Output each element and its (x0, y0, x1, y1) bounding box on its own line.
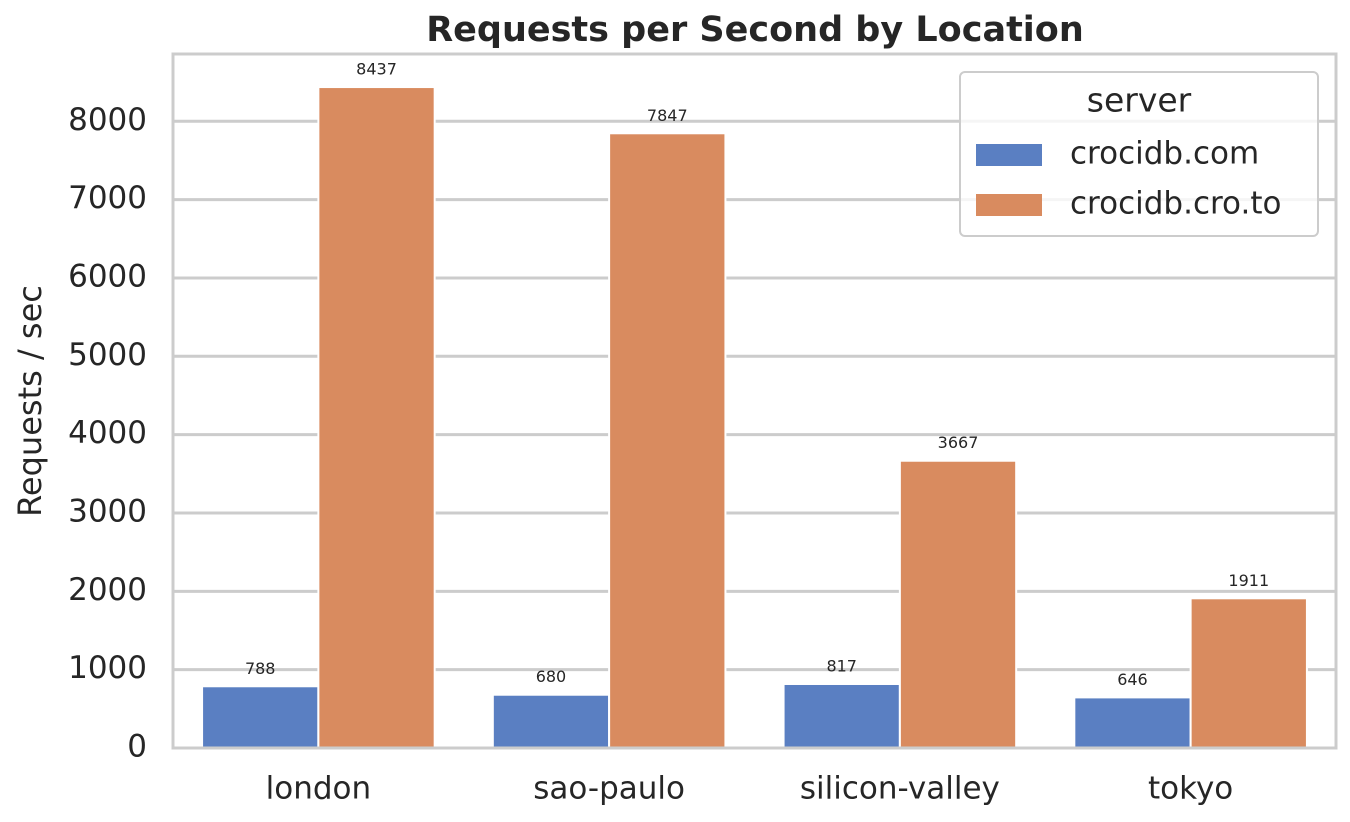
y-tick-label: 5000 (68, 337, 147, 373)
x-tick-label: tokyo (1148, 771, 1233, 807)
legend-label: crocidb.cro.to (1070, 186, 1281, 222)
bar (491, 693, 611, 749)
value-label: 817 (826, 656, 857, 675)
y-tick-label: 0 (127, 729, 147, 765)
y-tick-label: 3000 (68, 493, 147, 529)
x-tick-label: silicon-valley (800, 771, 1000, 807)
value-label: 788 (245, 659, 276, 678)
bar (1073, 696, 1192, 749)
value-label: 3667 (938, 433, 979, 452)
bar (1189, 597, 1308, 749)
y-tick-label: 6000 (68, 258, 147, 294)
y-axis-label: Requests / sec (11, 285, 49, 517)
legend-swatch (976, 144, 1042, 166)
bar (608, 132, 727, 749)
bar (782, 682, 901, 749)
value-label: 680 (536, 667, 567, 686)
plot-frame (171, 52, 1338, 750)
y-tick-label: 1000 (68, 650, 147, 686)
value-label: 646 (1117, 670, 1148, 689)
value-label: 8437 (356, 60, 397, 79)
bar (898, 459, 1018, 749)
x-tick-label: sao-paulo (533, 771, 685, 807)
value-label: 1911 (1228, 571, 1269, 590)
bar (317, 86, 436, 749)
y-tick-label: 8000 (68, 102, 147, 138)
legend-box (959, 71, 1319, 237)
y-tick-label: 4000 (68, 415, 147, 451)
bar (201, 685, 320, 750)
legend-title: server (1087, 81, 1192, 120)
legend-swatch (976, 194, 1042, 216)
chart-title: Requests per Second by Location (426, 10, 1084, 50)
legend-label: crocidb.com (1070, 136, 1259, 172)
value-label: 7847 (647, 106, 688, 125)
y-tick-label: 7000 (68, 180, 147, 216)
x-tick-label: london (266, 771, 372, 807)
y-tick-label: 2000 (68, 572, 147, 608)
